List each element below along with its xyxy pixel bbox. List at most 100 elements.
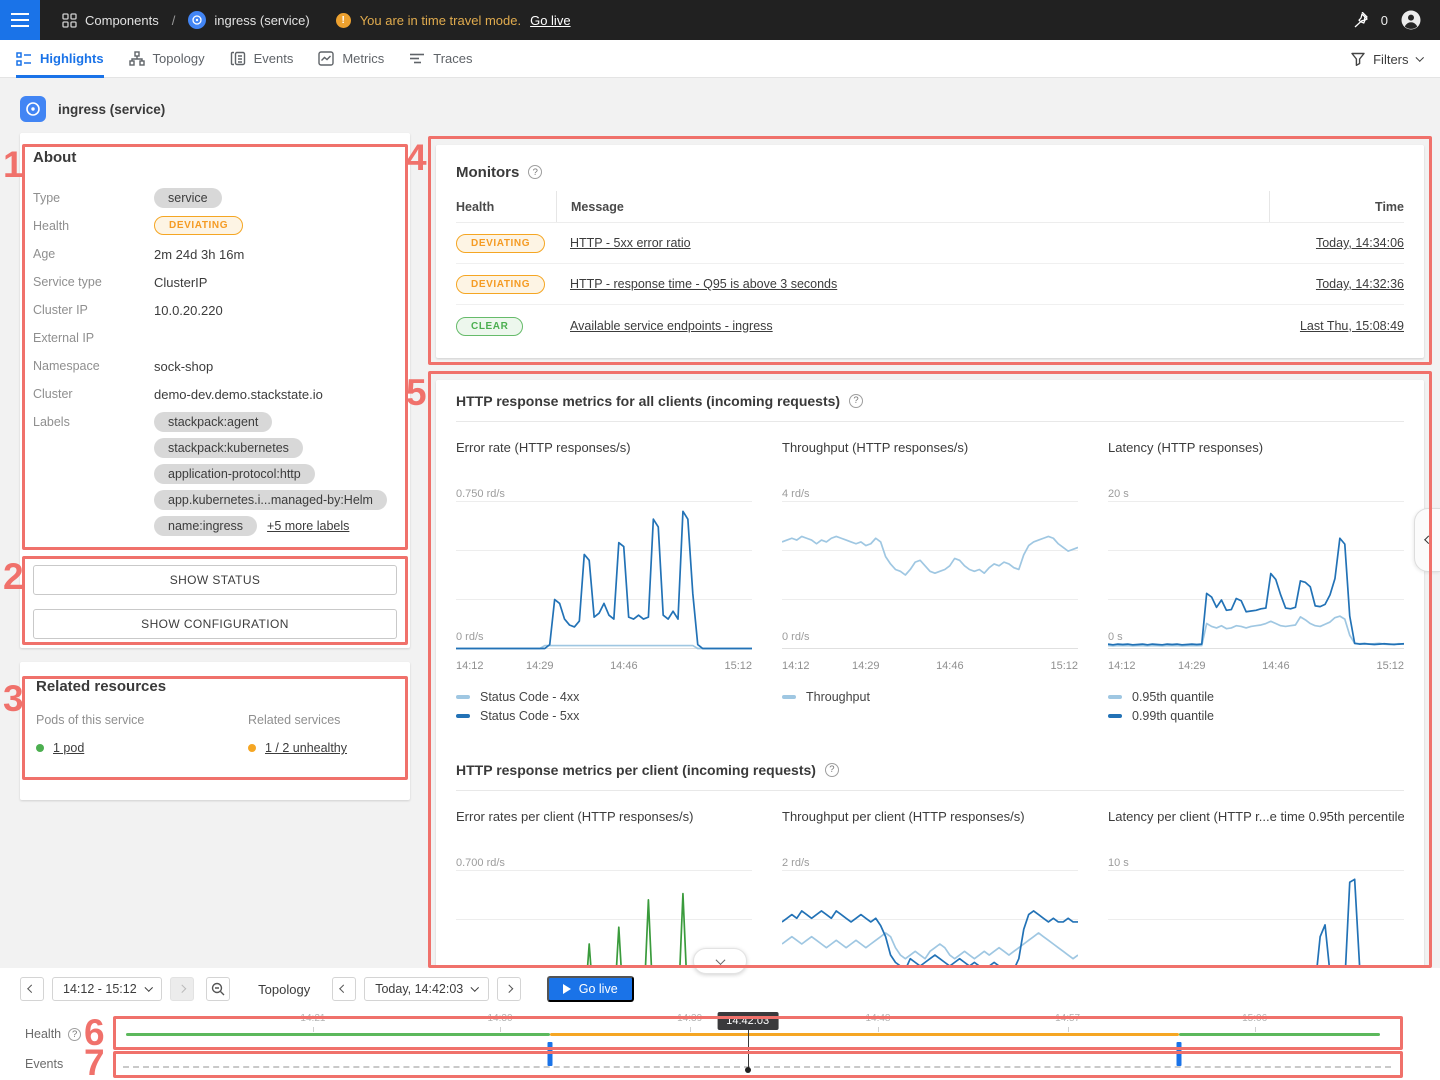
event-marker[interactable] bbox=[547, 1042, 553, 1066]
event-marker[interactable] bbox=[1176, 1042, 1182, 1066]
legend-swatch-icon bbox=[1108, 713, 1122, 718]
monitor-message-link[interactable]: HTTP - 5xx error ratio bbox=[570, 236, 691, 250]
error-rate-chart: Error rate (HTTP responses/s) 0.750 rd/s 0… bbox=[456, 440, 752, 725]
y-axis-max-label: 2 rd/s bbox=[782, 857, 810, 869]
filters-button[interactable]: Filters bbox=[1351, 40, 1424, 78]
chart-plot: 0 s bbox=[1108, 500, 1404, 650]
events-timeline-label: Events bbox=[25, 1057, 64, 1071]
time-cursor-line[interactable] bbox=[747, 1030, 749, 1069]
http-metrics-panel: HTTP response metrics for all clients (i… bbox=[436, 380, 1424, 968]
scroll-down-button[interactable] bbox=[693, 948, 747, 974]
tab-highlights[interactable]: Highlights bbox=[16, 40, 104, 78]
chart-plot bbox=[456, 869, 752, 968]
health-timeline-segment bbox=[1178, 1033, 1380, 1036]
help-icon[interactable] bbox=[824, 762, 839, 777]
tab-traces[interactable]: Traces bbox=[409, 40, 472, 78]
time-travel-warning-text: You are in time travel mode. bbox=[359, 12, 522, 28]
monitors-table-header: Health Message Time bbox=[456, 191, 1404, 223]
legend-swatch-icon bbox=[1108, 694, 1122, 699]
x-tick-label: 15:12 bbox=[724, 660, 752, 672]
tab-metrics[interactable]: Metrics bbox=[318, 40, 384, 78]
range-back-button[interactable] bbox=[20, 977, 44, 1001]
x-axis-labels: 14:12 14:29 14:46 15:12 bbox=[456, 655, 752, 675]
about-row-cluster: Cluster demo-dev.demo.stackstate.io bbox=[33, 384, 397, 404]
more-labels-link[interactable]: +5 more labels bbox=[267, 519, 350, 533]
breadcrumb-section[interactable]: Components bbox=[85, 12, 159, 28]
timeline-tick-mark bbox=[500, 1027, 501, 1032]
time-controls: 14:12 - 15:12 Topology Today, 14:42:03 G… bbox=[0, 968, 1440, 1010]
health-timeline-label: Health bbox=[25, 1027, 82, 1041]
go-live-button[interactable]: Go live bbox=[546, 976, 634, 1002]
about-row-health: Health DEVIATING bbox=[33, 216, 397, 236]
y-axis-max-label: 0.700 rd/s bbox=[456, 857, 505, 869]
tab-events[interactable]: Events bbox=[230, 40, 293, 78]
current-time-selector[interactable]: Today, 14:42:03 bbox=[364, 977, 489, 1001]
monitor-message-link[interactable]: Available service endpoints - ingress bbox=[570, 318, 773, 333]
about-row-namespace: Namespace sock-shop bbox=[33, 356, 397, 376]
monitor-time-link[interactable]: Today, 14:34:06 bbox=[1315, 236, 1404, 250]
tab-label: Highlights bbox=[40, 51, 104, 66]
show-configuration-button[interactable]: SHOW CONFIGURATION bbox=[33, 609, 397, 639]
time-forward-button[interactable] bbox=[496, 977, 521, 1001]
help-icon[interactable] bbox=[528, 165, 543, 179]
user-avatar[interactable] bbox=[1400, 9, 1422, 31]
about-row-service-type: Service type ClusterIP bbox=[33, 272, 397, 292]
field-label: Cluster IP bbox=[33, 303, 88, 317]
pods-column: Pods of this service 1 pod bbox=[36, 713, 248, 755]
pin-icon[interactable] bbox=[1352, 11, 1369, 29]
side-panel-toggle[interactable] bbox=[1414, 508, 1440, 572]
field-label: Type bbox=[33, 191, 61, 205]
time-range-selector[interactable]: 14:12 - 15:12 bbox=[52, 977, 163, 1001]
help-icon[interactable] bbox=[849, 393, 864, 408]
related-resources-title: Related resources bbox=[36, 678, 167, 695]
breadcrumb-separator: / bbox=[171, 12, 176, 28]
label-pill: stackpack:agent bbox=[154, 412, 273, 432]
tab-bar: Highlights Topology Events Metrics Trace… bbox=[0, 40, 1440, 78]
timeline-tick-mark bbox=[1067, 1027, 1069, 1032]
chart-plot bbox=[782, 869, 1078, 968]
throughput-chart: Throughput (HTTP responses/s) 4 rd/s 0 rd/… bbox=[782, 440, 1078, 725]
label-pill: app.kubernetes.i...managed-by:Helm bbox=[154, 490, 387, 510]
magnifier-minus-icon bbox=[211, 982, 225, 996]
hamburger-menu-button[interactable] bbox=[0, 0, 40, 40]
health-status-badge: DEVIATING bbox=[154, 216, 244, 235]
tab-label: Topology bbox=[152, 51, 205, 66]
x-tick-label: 14:46 bbox=[610, 660, 638, 672]
related-services-column: Related services 1 / 2 unhealthy bbox=[248, 713, 347, 755]
error-rate-per-client-chart: Error rates per client (HTTP responses/s… bbox=[456, 809, 752, 968]
breadcrumb-entity[interactable]: ingress (service) bbox=[214, 12, 310, 28]
show-status-button[interactable]: SHOW STATUS bbox=[33, 565, 397, 595]
play-icon bbox=[562, 984, 571, 994]
about-row-type: Type service bbox=[33, 188, 397, 208]
monitor-row: DEVIATING HTTP - 5xx error ratio Today, … bbox=[456, 223, 1404, 264]
events-timeline-dashed-line bbox=[123, 1066, 1391, 1068]
timeline-tick-mark bbox=[877, 1027, 879, 1032]
legend-swatch-icon bbox=[456, 694, 470, 699]
monitor-row: CLEAR Available service endpoints - ingr… bbox=[456, 305, 1404, 346]
y-axis-min-label: 0 s bbox=[1108, 631, 1123, 643]
help-icon[interactable] bbox=[68, 1027, 82, 1041]
x-axis-labels: 14:12 14:29 14:46 15:12 bbox=[1108, 655, 1404, 675]
field-label: Namespace bbox=[33, 359, 100, 373]
page-title: ingress (service) bbox=[58, 101, 166, 117]
topology-label: Topology bbox=[258, 981, 311, 997]
field-value: sock-shop bbox=[154, 359, 214, 374]
timeline-strip[interactable]: 14:21 14:30 14:39 14:48 14:57 15:06 14:42:03 bbox=[113, 1010, 1403, 1080]
related-services-link[interactable]: 1 / 2 unhealthy bbox=[265, 741, 348, 755]
legend-swatch-icon bbox=[782, 694, 796, 699]
tab-topology[interactable]: Topology bbox=[128, 40, 205, 78]
label-pill: application-protocol:http bbox=[154, 464, 315, 484]
timeline-tick-label: 14:57 bbox=[1055, 1013, 1081, 1024]
range-forward-button[interactable] bbox=[170, 977, 195, 1001]
monitor-time-link[interactable]: Last Thu, 15:08:49 bbox=[1299, 318, 1404, 333]
zoom-out-button[interactable] bbox=[206, 977, 231, 1001]
label-pill: stackpack:kubernetes bbox=[154, 438, 303, 458]
monitor-time-link[interactable]: Today, 14:32:36 bbox=[1315, 277, 1404, 291]
field-label: Service type bbox=[33, 275, 102, 289]
time-back-button[interactable] bbox=[332, 977, 357, 1001]
monitor-message-link[interactable]: HTTP - response time - Q95 is above 3 se… bbox=[570, 277, 838, 291]
pods-link[interactable]: 1 pod bbox=[53, 741, 85, 755]
go-live-link[interactable]: Go live bbox=[530, 12, 571, 28]
chart-title: Error rates per client (HTTP responses/s… bbox=[456, 809, 694, 824]
time-range-value: 14:12 - 15:12 bbox=[63, 982, 137, 996]
